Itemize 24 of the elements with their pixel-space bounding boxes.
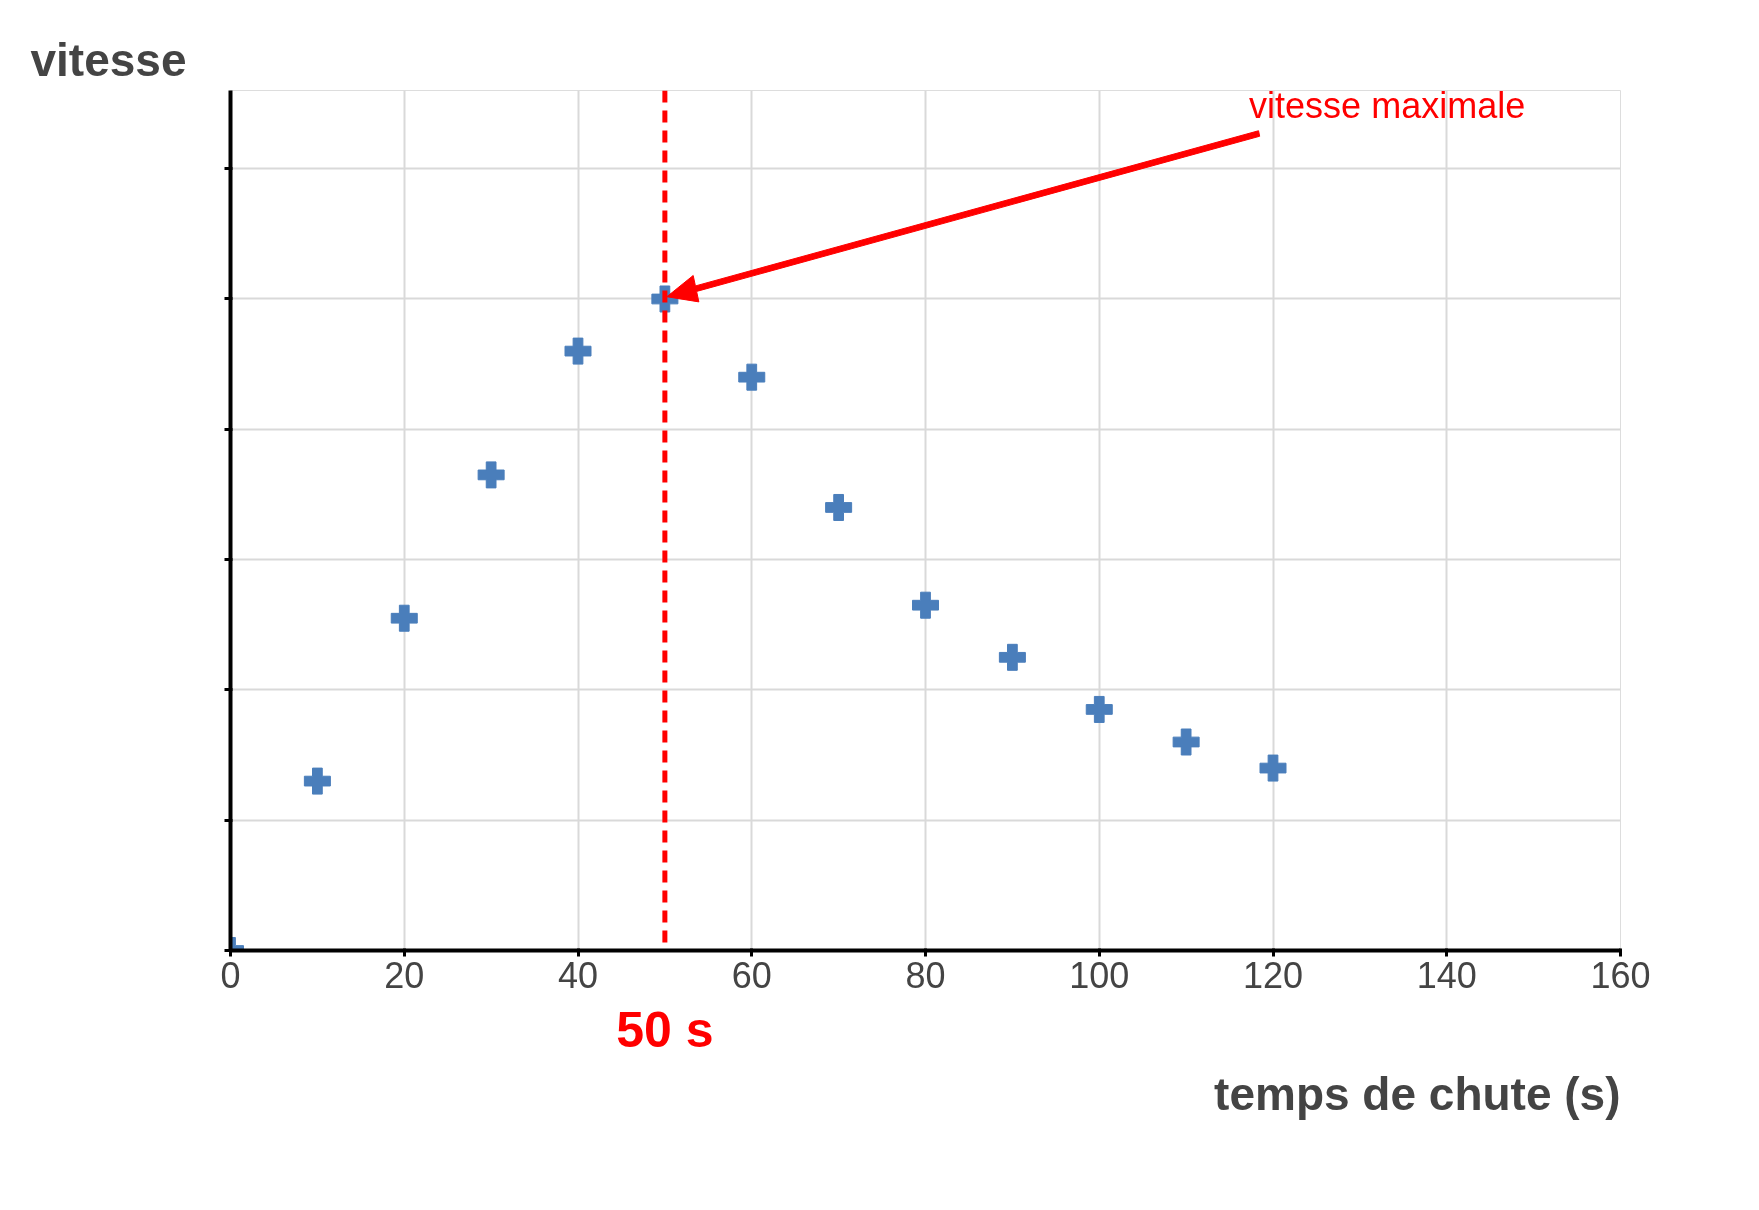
- point: [477, 461, 505, 489]
- x-tick-label: 80: [905, 954, 946, 996]
- point: [303, 767, 331, 795]
- x-tick-label: 60: [731, 954, 772, 996]
- x-tick-label: 0: [220, 954, 241, 996]
- point: [1172, 728, 1200, 756]
- y-axis-title: vitesse: [30, 33, 187, 86]
- x-tick-label: 20: [384, 954, 425, 996]
- ref-line-label: 50 s: [616, 1001, 714, 1058]
- point: [912, 591, 939, 619]
- x-axis-title: temps de chute (s): [1214, 1067, 1621, 1120]
- x-tick-label: 40: [557, 954, 599, 996]
- x-tick-label: 100: [1069, 954, 1130, 996]
- x-tick-label: 160: [1590, 954, 1651, 996]
- point: [1085, 695, 1113, 723]
- point: [390, 604, 418, 632]
- text: vitesse maximale: [1249, 84, 1526, 126]
- point: [738, 363, 766, 391]
- point: [1259, 754, 1287, 782]
- x-tick-label: 140: [1416, 954, 1477, 996]
- x-tick-label: 120: [1242, 954, 1304, 996]
- point: [564, 337, 592, 365]
- point: [825, 493, 853, 521]
- point: [998, 643, 1026, 671]
